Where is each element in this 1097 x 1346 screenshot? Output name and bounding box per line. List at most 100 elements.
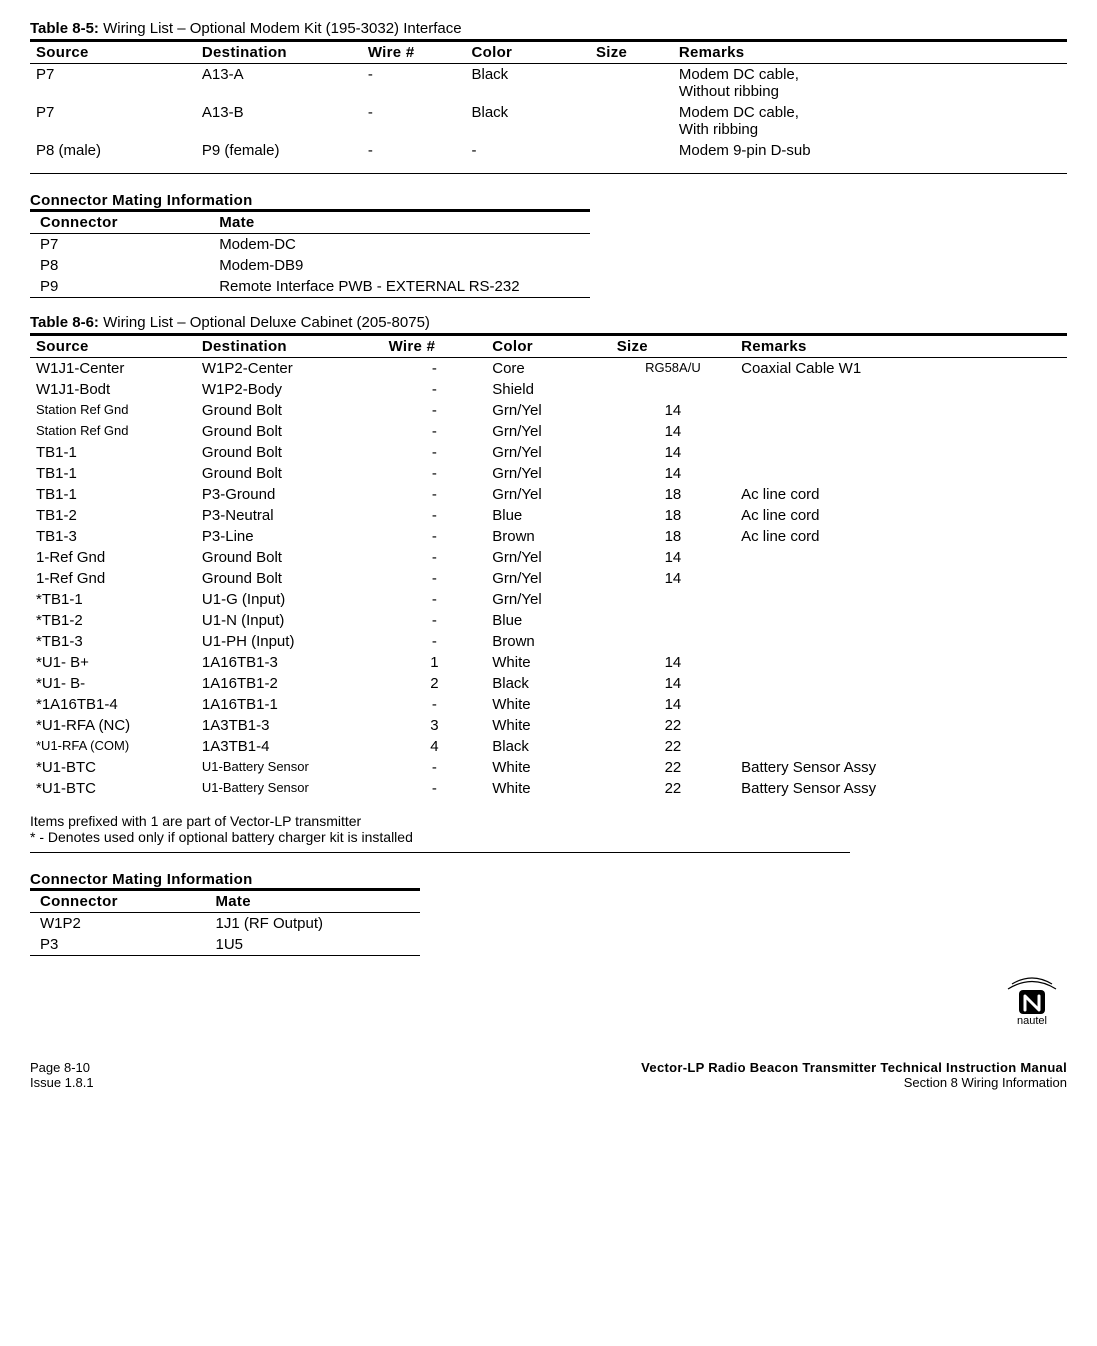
table-row: *U1- B-1A16TB1-22Black14 <box>30 673 1067 694</box>
table-row: *U1- B+1A16TB1-31White14 <box>30 652 1067 673</box>
col-header: Destination <box>196 41 362 64</box>
table-cell: Ac line cord <box>735 526 1067 547</box>
table-cell: U1-G (Input) <box>196 589 383 610</box>
nautel-logo-icon: nautel <box>997 966 1067 1026</box>
col-header: Size <box>611 335 735 358</box>
table-cell: - <box>383 568 487 589</box>
table-row: 1-Ref GndGround Bolt-Grn/Yel14 <box>30 568 1067 589</box>
table-cell <box>735 610 1067 631</box>
table-row: W1P21J1 (RF Output) <box>30 913 420 935</box>
table-cell: P9 <box>30 276 209 298</box>
table-cell: Black <box>466 102 590 140</box>
table-cell: - <box>362 140 466 161</box>
table-cell: Grn/Yel <box>486 589 610 610</box>
table-cell: 14 <box>611 694 735 715</box>
footer-manual-title: Vector-LP Radio Beacon Transmitter Techn… <box>641 1060 1067 1075</box>
table-cell: Remote Interface PWB - EXTERNAL RS-232 <box>209 276 590 298</box>
table-cell: TB1-2 <box>30 505 196 526</box>
table-cell <box>735 379 1067 400</box>
table85-title: Table 8-5: Wiring List – Optional Modem … <box>30 20 1067 37</box>
table-cell: Grn/Yel <box>486 568 610 589</box>
table-cell: 22 <box>611 757 735 778</box>
table-cell: 1A16TB1-2 <box>196 673 383 694</box>
table-cell: W1P2-Center <box>196 358 383 380</box>
table-cell: U1-PH (Input) <box>196 631 383 652</box>
table-cell: 1 <box>383 652 487 673</box>
table-cell: Ground Bolt <box>196 547 383 568</box>
table-cell: U1-N (Input) <box>196 610 383 631</box>
table-cell: *U1- B+ <box>30 652 196 673</box>
table-cell: - <box>383 484 487 505</box>
table-cell <box>735 400 1067 421</box>
table86-title-rest: Wiring List – Optional Deluxe Cabinet (2… <box>99 314 430 331</box>
table-cell: Ground Bolt <box>196 442 383 463</box>
table-cell: - <box>383 526 487 547</box>
table-cell: 4 <box>383 736 487 757</box>
table-note: * - Denotes used only if optional batter… <box>30 829 1067 845</box>
footer-issue: Issue 1.8.1 <box>30 1075 94 1090</box>
table-cell: 22 <box>611 715 735 736</box>
table-cell: 14 <box>611 547 735 568</box>
table-cell <box>735 589 1067 610</box>
table-cell: - <box>383 379 487 400</box>
footer-right: Vector-LP Radio Beacon Transmitter Techn… <box>641 1060 1067 1090</box>
table-cell: 1A3TB1-4 <box>196 736 383 757</box>
table-cell: Modem DC cable,Without ribbing <box>673 64 1067 103</box>
table-cell: *U1-BTC <box>30 757 196 778</box>
table-cell: Ground Bolt <box>196 421 383 442</box>
table-cell: 22 <box>611 778 735 799</box>
table-cell: TB1-3 <box>30 526 196 547</box>
table-cell: Ground Bolt <box>196 400 383 421</box>
table-cell: Black <box>466 64 590 103</box>
table-cell: Modem DC cable,With ribbing <box>673 102 1067 140</box>
table-cell: Ground Bolt <box>196 463 383 484</box>
table-cell: White <box>486 715 610 736</box>
table-cell <box>735 568 1067 589</box>
table-cell <box>590 64 673 103</box>
table-cell <box>735 652 1067 673</box>
table-cell: Grn/Yel <box>486 484 610 505</box>
table-cell: Ac line cord <box>735 484 1067 505</box>
table-row: *U1-RFA (COM)1A3TB1-44Black22 <box>30 736 1067 757</box>
table-cell: U1-Battery Sensor <box>196 757 383 778</box>
table-cell: RG58A/U <box>611 358 735 380</box>
table-cell: Brown <box>486 631 610 652</box>
table-cell: 14 <box>611 463 735 484</box>
col-header: Remarks <box>735 335 1067 358</box>
table-row: W1J1-CenterW1P2-Center-CoreRG58A/UCoaxia… <box>30 358 1067 380</box>
table-cell: 14 <box>611 400 735 421</box>
table-cell: 22 <box>611 736 735 757</box>
table-row: Station Ref GndGround Bolt-Grn/Yel14 <box>30 421 1067 442</box>
table-cell: Black <box>486 736 610 757</box>
table-cell <box>611 610 735 631</box>
table-cell: - <box>466 140 590 161</box>
table-row: *TB1-1U1-G (Input)-Grn/Yel <box>30 589 1067 610</box>
table-cell: *U1-RFA (NC) <box>30 715 196 736</box>
table-cell: Grn/Yel <box>486 442 610 463</box>
table-cell: Black <box>486 673 610 694</box>
table-cell: White <box>486 778 610 799</box>
table-cell: U1-Battery Sensor <box>196 778 383 799</box>
table-row: P31U5 <box>30 934 420 956</box>
table-cell: P7 <box>30 234 209 256</box>
table-cell: Coaxial Cable W1 <box>735 358 1067 380</box>
table-cell <box>590 102 673 140</box>
footer-left: Page 8-10 Issue 1.8.1 <box>30 1060 94 1090</box>
table-cell: P7 <box>30 102 196 140</box>
table-cell: - <box>383 421 487 442</box>
table-cell <box>735 736 1067 757</box>
table-cell <box>735 442 1067 463</box>
table-cell: - <box>362 64 466 103</box>
table-row: *U1-BTCU1-Battery Sensor-White22Battery … <box>30 757 1067 778</box>
table86-title: Table 8-6: Wiring List – Optional Deluxe… <box>30 314 1067 331</box>
table-cell <box>735 673 1067 694</box>
mate1-table: ConnectorMate P7Modem-DCP8Modem-DB9P9Rem… <box>30 209 590 298</box>
table-row: P8 (male)P9 (female)--Modem 9-pin D-sub <box>30 140 1067 161</box>
col-header: Color <box>466 41 590 64</box>
footer-page: Page 8-10 <box>30 1060 94 1075</box>
col-header: Connector <box>30 890 206 913</box>
footer-section: Section 8 Wiring Information <box>641 1075 1067 1090</box>
table-cell: - <box>383 631 487 652</box>
table-cell: - <box>383 505 487 526</box>
table-row: TB1-3P3-Line-Brown18Ac line cord <box>30 526 1067 547</box>
